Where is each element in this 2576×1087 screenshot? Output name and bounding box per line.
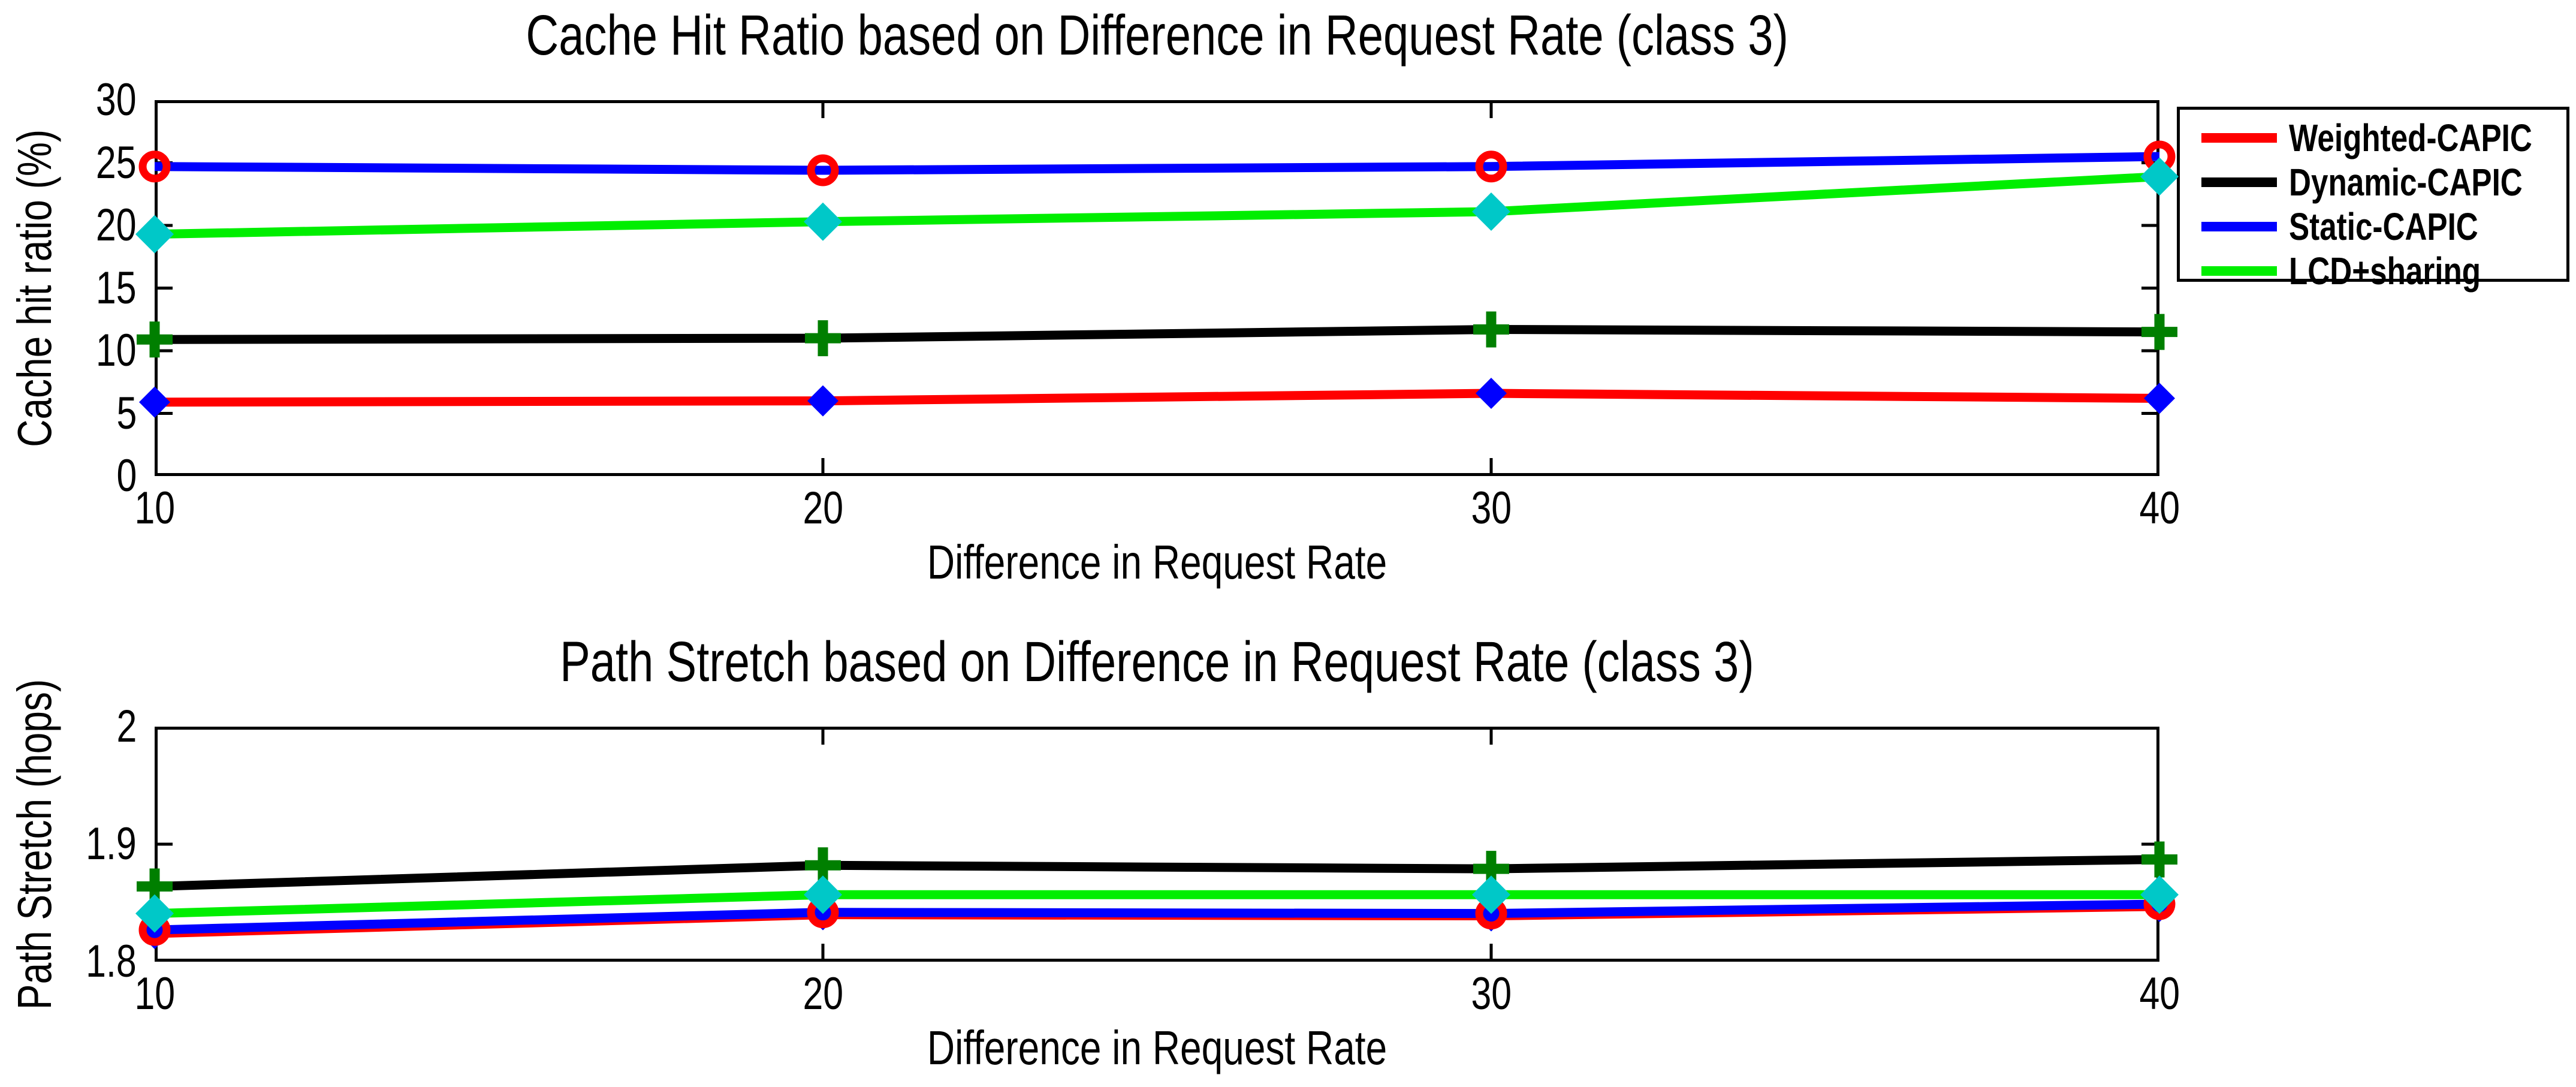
y-tick-label: 5 (0, 387, 137, 439)
series-line-Dynamic-CAPIC (154, 324, 2160, 344)
marker-diamond-Weighted-CAPIC (2144, 383, 2175, 414)
y-tick-label: 1.8 (0, 938, 137, 986)
legend-label: Dynamic-CAPIC (2289, 161, 2523, 204)
legend: Weighted-CAPIC Dynamic-CAPIC Static-CAPIC L… (2177, 107, 2569, 293)
series-line-Static-CAPIC (154, 899, 2160, 935)
marker-diamond-LCD+sharing (1472, 192, 1510, 231)
marker-plus-Dynamic-CAPIC (2141, 841, 2177, 878)
marker-diamond-LCD+sharing (1472, 875, 1510, 914)
marker-diamond-LCD+sharing (2140, 875, 2179, 914)
legend-row-Dynamic-CAPIC: Dynamic-CAPIC (2180, 160, 2566, 204)
series-line-LCD+sharing (154, 172, 2160, 239)
marker-diamond-Weighted-CAPIC (807, 385, 838, 417)
x-axis-label-top: Difference in Request Rate (155, 535, 2159, 590)
y-tick-label: 25 (0, 137, 137, 188)
marker-circle-Static-CAPIC (1475, 150, 1507, 183)
legend-line-swatch (2201, 133, 2277, 143)
x-axis-label-text: Difference in Request Rate (927, 1021, 1387, 1074)
legend-label: LCD+sharing (2289, 249, 2481, 293)
legend-row-LCD+sharing: LCD+sharing (2180, 249, 2566, 293)
legend-row-Weighted-CAPIC: Weighted-CAPIC (2180, 116, 2566, 160)
legend-line-swatch (2201, 222, 2277, 231)
series-line-Weighted-CAPIC (154, 389, 2160, 407)
marker-diamond-LCD+sharing (804, 202, 842, 241)
x-tick-label: 20 (763, 970, 883, 1018)
x-axis-label-bottom: Difference in Request Rate (155, 1020, 2159, 1076)
y-tick-label: 30 (0, 76, 137, 124)
chart-title-text: Cache Hit Ratio based on Difference in R… (526, 4, 1788, 67)
legend-label: Weighted-CAPIC (2289, 116, 2532, 159)
y-tick-label-text: 1.8 (86, 936, 137, 987)
x-tick-label-text: 40 (2139, 968, 2180, 1019)
legend-row-Static-CAPIC: Static-CAPIC (2180, 204, 2566, 249)
x-tick-label-text: 10 (134, 483, 175, 534)
legend-line-swatch (2201, 177, 2277, 187)
plot-area-0 (135, 100, 2179, 476)
chart-title-path-stretch: Path Stretch based on Difference in Requ… (155, 630, 2159, 695)
marker-diamond-LCD+sharing (2140, 157, 2179, 196)
marker-plus-Dynamic-CAPIC (1473, 311, 1509, 348)
y-tick-label-text: 15 (96, 262, 137, 314)
y-tick-label: 10 (0, 327, 137, 375)
legend-line-swatch (2201, 266, 2277, 276)
x-tick-label-text: 20 (803, 483, 843, 534)
y-tick-label-text: 2 (116, 701, 137, 752)
y-tick-label-text: 20 (96, 200, 137, 251)
x-axis-label-text: Difference in Request Rate (927, 535, 1387, 589)
x-tick-label: 10 (95, 970, 215, 1018)
y-tick-label-text: 10 (96, 325, 137, 376)
marker-diamond-Weighted-CAPIC (139, 386, 170, 418)
y-tick-label-text: 1.9 (86, 818, 137, 869)
marker-circle-Static-CAPIC (807, 154, 839, 186)
y-tick-label-text: 25 (96, 137, 137, 188)
marker-diamond-LCD+sharing (135, 894, 174, 933)
y-tick-label: 1.9 (0, 820, 137, 868)
series-line-Static-CAPIC (154, 152, 2160, 175)
y-tick-label-text: 30 (96, 74, 137, 125)
x-tick-label: 40 (2100, 484, 2219, 532)
x-tick-label-text: 40 (2139, 483, 2180, 534)
x-tick-label: 40 (2100, 970, 2219, 1018)
x-tick-label-text: 30 (1471, 483, 1512, 534)
y-tick-label-text: 5 (116, 387, 137, 439)
plot-area-1 (135, 727, 2179, 962)
x-tick-label-text: 20 (803, 968, 843, 1019)
y-tick-label: 20 (0, 201, 137, 249)
series-line-LCD+sharing (154, 890, 2159, 919)
x-tick-label: 10 (95, 484, 215, 532)
series-line-Dynamic-CAPIC (154, 854, 2160, 892)
marker-diamond-LCD+sharing (135, 215, 174, 254)
marker-diamond-LCD+sharing (804, 875, 842, 914)
x-tick-label-text: 30 (1471, 968, 1512, 1019)
legend-label: Static-CAPIC (2289, 205, 2478, 248)
y-tick-label: 2 (0, 703, 137, 751)
marker-plus-Dynamic-CAPIC (805, 320, 841, 357)
y-tick-label: 15 (0, 264, 137, 312)
x-tick-label: 30 (1431, 484, 1551, 532)
marker-plus-Dynamic-CAPIC (2141, 314, 2177, 350)
chart-title-cache-hit-ratio: Cache Hit Ratio based on Difference in R… (155, 3, 2159, 68)
x-tick-label: 30 (1431, 970, 1551, 1018)
marker-circle-Static-CAPIC (138, 150, 171, 183)
y-tick-label-text: 0 (116, 450, 137, 501)
x-tick-label: 20 (763, 484, 883, 532)
marker-plus-Dynamic-CAPIC (137, 321, 173, 358)
marker-diamond-Weighted-CAPIC (1476, 378, 1507, 409)
chart-title-text: Path Stretch based on Difference in Requ… (560, 630, 1754, 694)
x-tick-label-text: 10 (134, 968, 175, 1019)
y-tick-label: 0 (0, 452, 137, 500)
